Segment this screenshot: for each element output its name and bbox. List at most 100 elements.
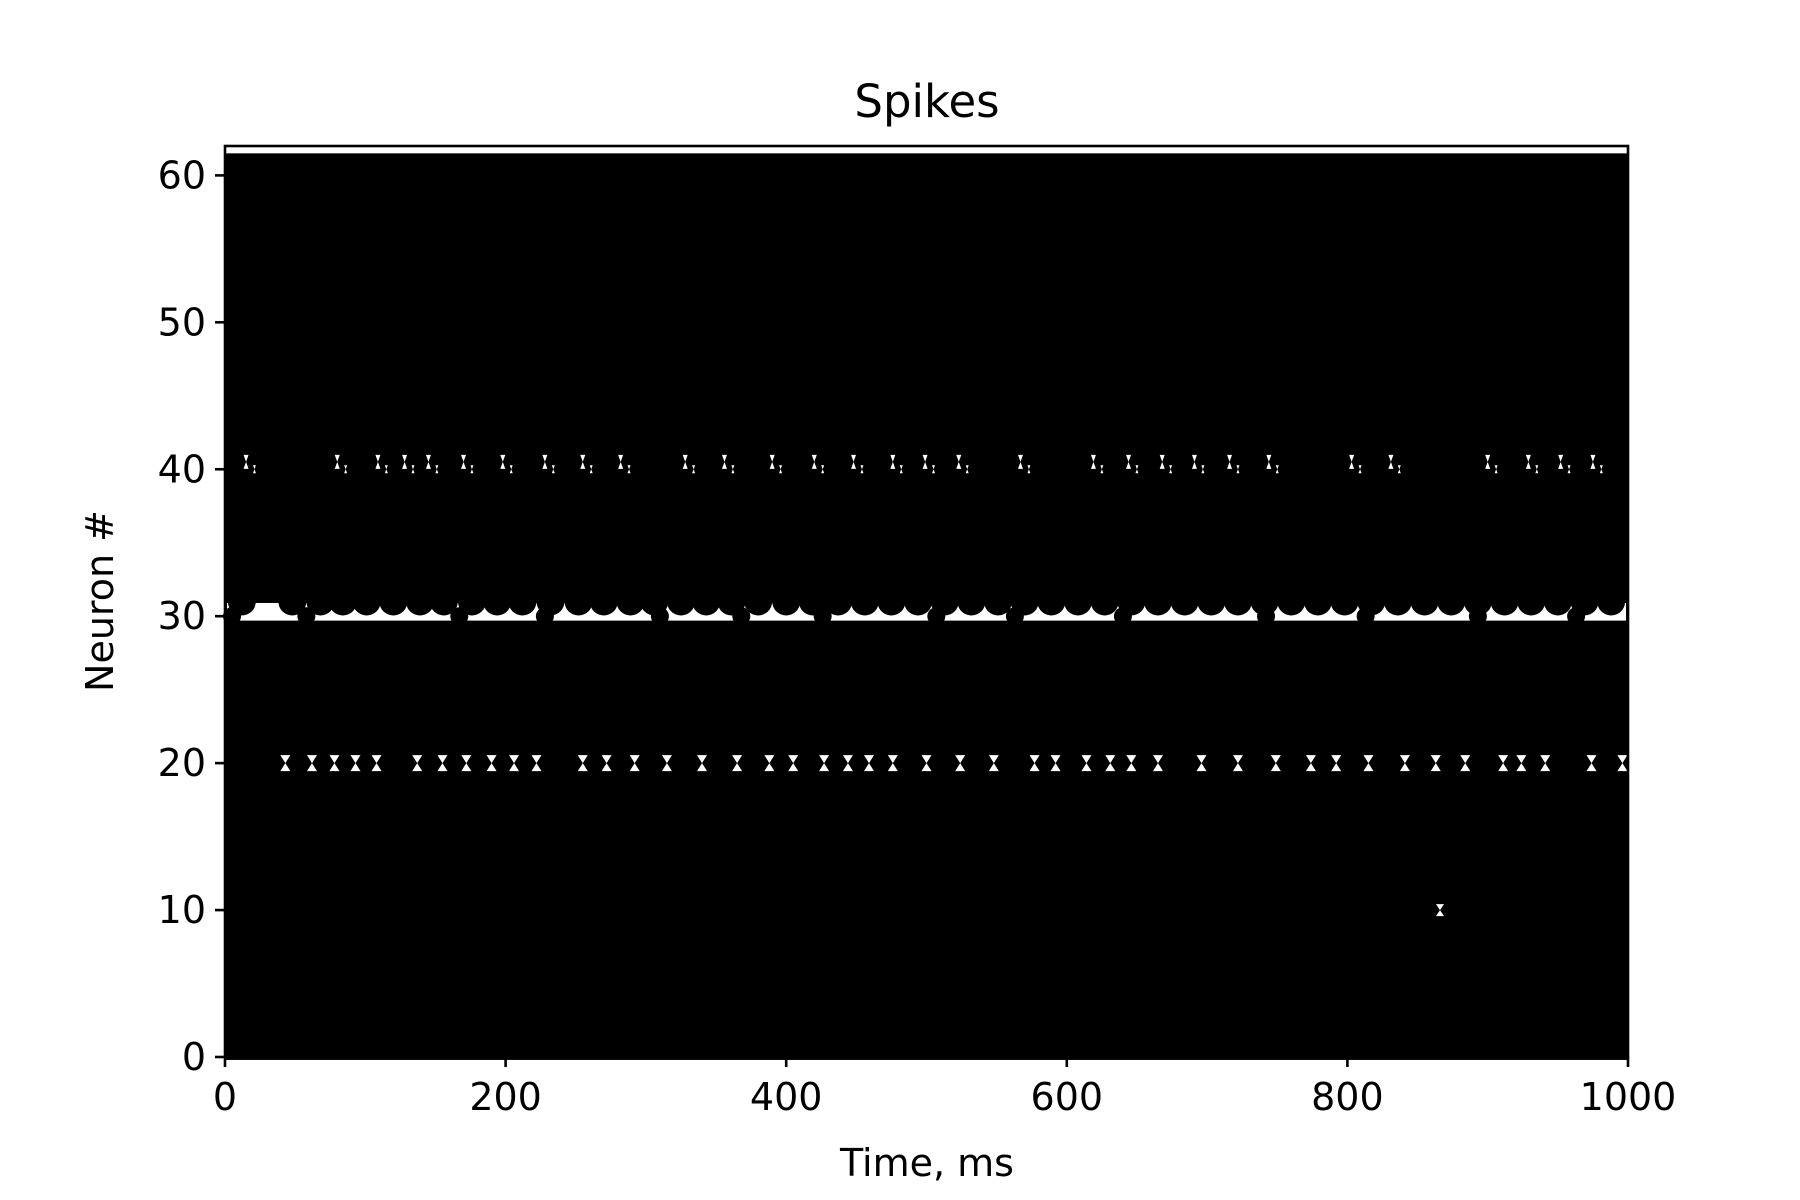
spike-point	[772, 587, 801, 616]
gap-neuron-40	[1027, 465, 1031, 474]
spike-point	[717, 587, 746, 616]
gap-neuron-20	[842, 755, 853, 772]
x-axis-label: Time, ms	[839, 1141, 1014, 1185]
spike-point	[930, 587, 959, 616]
gap-neuron-20	[764, 755, 775, 772]
gap-neuron-40	[243, 454, 249, 469]
spike-point	[278, 587, 307, 616]
gap-neuron-20	[509, 755, 520, 772]
gap-neuron-40	[1169, 465, 1173, 474]
gap-neuron-20	[1430, 755, 1441, 772]
spike-point	[904, 587, 933, 616]
spike-point	[824, 587, 853, 616]
gap-neuron-20	[1126, 755, 1137, 772]
gap-neuron-20	[1270, 755, 1281, 772]
gap-neuron-20	[863, 755, 874, 772]
spike-point	[666, 587, 695, 616]
spike-point	[1517, 587, 1546, 616]
y-tick-label: 30	[158, 594, 206, 638]
x-tick-label: 1000	[1580, 1075, 1677, 1119]
spike-point	[429, 587, 458, 616]
x-axis: 0 200 400 600 800 1000	[213, 1057, 1676, 1119]
spike-point	[1410, 587, 1439, 616]
gap-neuron-40	[470, 465, 474, 474]
gap-neuron-40	[1535, 465, 1539, 474]
gap-neuron-40	[779, 465, 783, 474]
spike-point	[1383, 587, 1412, 616]
gap-neuron-20	[732, 755, 743, 772]
spike-point	[1570, 587, 1599, 616]
gap-neuron-20	[1305, 755, 1316, 772]
spike-point	[328, 587, 357, 616]
gap-neuron-20	[1498, 755, 1509, 772]
gap-neuron-20	[1516, 755, 1527, 772]
spike-point	[1223, 587, 1252, 616]
gap-neuron-20	[1399, 755, 1410, 772]
spike-point	[1463, 587, 1492, 616]
gap-neuron-20	[955, 755, 966, 772]
gap-neuron-20	[350, 755, 361, 772]
x-tick-label: 600	[1031, 1075, 1104, 1119]
gap-neuron-20	[887, 755, 898, 772]
gap-neuron-20	[531, 755, 542, 772]
spike-point	[227, 587, 256, 616]
gap-neuron-40	[375, 454, 381, 469]
gap-neuron-40	[1126, 454, 1132, 469]
gap-neuron-40	[692, 465, 696, 474]
spike-point	[1197, 587, 1226, 616]
gap-neuron-40	[580, 454, 586, 469]
y-axis: 0 10 20 30 40 50 60	[158, 153, 225, 1079]
gap-neuron-40	[731, 465, 735, 474]
gap-neuron-40	[1567, 465, 1571, 474]
spike-point	[379, 587, 408, 616]
spike-point	[798, 587, 827, 616]
y-axis-label: Neuron #	[78, 510, 122, 692]
gap-neuron-40	[1227, 454, 1233, 469]
gap-neuron-40	[1397, 465, 1401, 474]
gap-neuron-20	[1232, 755, 1243, 772]
gap-neuron-40	[860, 465, 864, 474]
spike-point	[1357, 587, 1386, 616]
gap-neuron-40	[821, 465, 825, 474]
spike-point	[1543, 587, 1572, 616]
gap-neuron-40	[682, 454, 688, 469]
gap-neuron-40	[461, 454, 467, 469]
spike-point	[1143, 587, 1172, 616]
y-tick-label: 10	[158, 888, 206, 932]
gap-neuron-20	[788, 755, 799, 772]
gap-neuron-40	[1558, 454, 1564, 469]
spike-point	[744, 587, 773, 616]
spike-marks	[223, 147, 1628, 1060]
y-tick-label: 50	[158, 300, 206, 344]
top-gap-line	[227, 147, 1626, 152]
gap-neuron-40	[627, 465, 631, 474]
spike-point	[1303, 587, 1332, 616]
plot-frame	[223, 144, 1630, 1059]
spike-point	[589, 587, 618, 616]
gap-neuron-40	[890, 454, 896, 469]
gap-neuron-40	[1388, 454, 1394, 469]
spike-point	[616, 587, 645, 616]
y-tick-label: 0	[182, 1035, 206, 1079]
gap-neuron-40	[435, 465, 439, 474]
spike-point	[1010, 587, 1039, 616]
gap-neuron-20	[280, 755, 291, 772]
chart-title: Spikes	[854, 75, 999, 128]
gap-neuron-40	[402, 454, 408, 469]
gap-neuron-40	[922, 454, 928, 469]
spike-point	[306, 587, 335, 616]
y-tick-label: 20	[158, 741, 206, 785]
spike-point	[352, 587, 381, 616]
spike-point	[957, 587, 986, 616]
spike-point	[1490, 587, 1519, 616]
gap-neuron-20	[437, 755, 448, 772]
gap-neuron-20	[306, 755, 317, 772]
gap-neuron-20	[1050, 755, 1061, 772]
gap-neuron-40	[334, 454, 340, 469]
spike-point	[564, 587, 593, 616]
spike-point	[692, 587, 721, 616]
gap-neuron-20	[697, 755, 708, 772]
gap-neuron-20	[1540, 755, 1551, 772]
gap-neuron-40	[956, 454, 962, 469]
gap-neuron-40	[618, 454, 624, 469]
